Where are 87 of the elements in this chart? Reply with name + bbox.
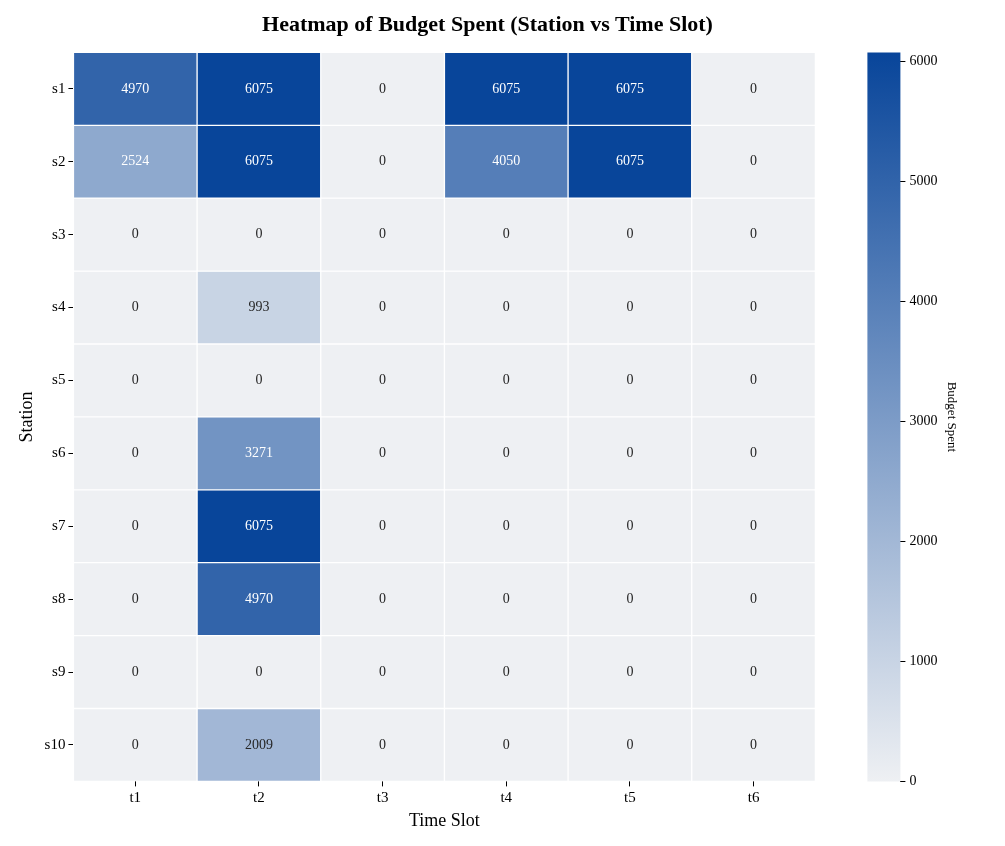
data-label: 0	[502, 663, 510, 679]
data-label: 6075	[244, 517, 273, 533]
color-bar-title: Budget Spent	[944, 381, 960, 453]
data-label: 0	[502, 372, 510, 388]
data-label: 0	[502, 590, 510, 606]
data-label: 0	[379, 299, 387, 315]
data-label: 0	[131, 517, 139, 533]
data-label: 0	[750, 663, 758, 679]
data-label: 0	[255, 372, 263, 388]
data-label: 0	[131, 226, 139, 242]
data-label: 0	[131, 445, 139, 461]
color-bar-label: 6000	[909, 53, 938, 69]
data-label: 0	[626, 736, 634, 752]
data-label: 0	[750, 590, 758, 606]
data-label: 4050	[492, 153, 521, 169]
data-label: 0	[626, 663, 634, 679]
x-tick-label: t6	[747, 789, 760, 806]
data-label: 2524	[121, 153, 150, 169]
data-label: 0	[379, 517, 387, 533]
color-bar-label: 5000	[909, 173, 938, 189]
data-label: 993	[248, 299, 270, 315]
y-tick-label: s9	[52, 662, 66, 679]
data-label: 4970	[121, 80, 150, 96]
data-label: 0	[626, 299, 634, 315]
data-label: 0	[131, 372, 139, 388]
data-label: 0	[750, 445, 758, 461]
data-label: 3271	[244, 445, 273, 461]
data-label: 0	[502, 226, 510, 242]
data-label: 0	[502, 445, 510, 461]
color-bar-label: 0	[909, 773, 917, 789]
data-label: 0	[750, 517, 758, 533]
data-label: 0	[750, 226, 758, 242]
data-label: 4970	[244, 590, 273, 606]
y-tick-label: s1	[52, 79, 66, 96]
data-label: 0	[626, 226, 634, 242]
data-label: 0	[750, 153, 758, 169]
data-label: 0	[379, 736, 387, 752]
data-label: 0	[131, 736, 139, 752]
y-tick-label: s2	[52, 152, 66, 169]
data-label: 0	[379, 372, 387, 388]
data-label: 0	[626, 372, 634, 388]
data-label: 0	[255, 663, 263, 679]
data-label: 0	[750, 299, 758, 315]
y-tick-label: s7	[52, 517, 66, 534]
data-label: 0	[750, 736, 758, 752]
x-tick-label: t3	[376, 789, 389, 806]
data-label: 0	[131, 663, 139, 679]
y-tick-label: s5	[52, 371, 66, 388]
data-label: 6075	[244, 153, 273, 169]
x-tick-label: t1	[129, 789, 142, 806]
data-label: 0	[131, 299, 139, 315]
data-label: 0	[502, 736, 510, 752]
data-label: 0	[750, 80, 758, 96]
data-label: 6075	[244, 80, 273, 96]
data-label: 0	[131, 590, 139, 606]
data-label: 6075	[615, 153, 644, 169]
y-axis-title: Station	[15, 391, 36, 443]
y-tick-label: s3	[52, 225, 66, 242]
data-label: 0	[255, 226, 263, 242]
data-label: 6075	[492, 80, 521, 96]
x-tick-label: t2	[253, 789, 265, 806]
y-tick-label: s10	[44, 735, 66, 752]
y-tick-label: s4	[52, 298, 66, 315]
data-label: 0	[379, 590, 387, 606]
data-label: 6075	[615, 80, 644, 96]
data-label: 0	[379, 80, 387, 96]
color-bar-label: 4000	[909, 293, 938, 309]
data-label: 0	[626, 517, 634, 533]
data-label: 0	[502, 299, 510, 315]
x-axis-title: Time Slot	[408, 809, 480, 830]
x-tick-label: t5	[624, 789, 636, 806]
data-label: 0	[379, 663, 387, 679]
y-tick-label: s6	[52, 444, 66, 461]
x-tick-label: t4	[500, 789, 513, 806]
data-label: 0	[502, 517, 510, 533]
color-bar-label: 3000	[909, 413, 938, 429]
y-tick-label: s8	[52, 590, 66, 607]
chart-title: Heatmap of Budget Spent (Station vs Time Slot)	[262, 10, 713, 36]
data-label: 0	[379, 226, 387, 242]
data-label: 0	[379, 445, 387, 461]
data-label: 0	[379, 153, 387, 169]
data-label: 0	[750, 372, 758, 388]
data-label: 2009	[244, 736, 273, 752]
color-bar-label: 2000	[909, 533, 938, 549]
color-bar-label: 1000	[909, 653, 938, 669]
data-label: 0	[626, 445, 634, 461]
data-label: 0	[626, 590, 634, 606]
